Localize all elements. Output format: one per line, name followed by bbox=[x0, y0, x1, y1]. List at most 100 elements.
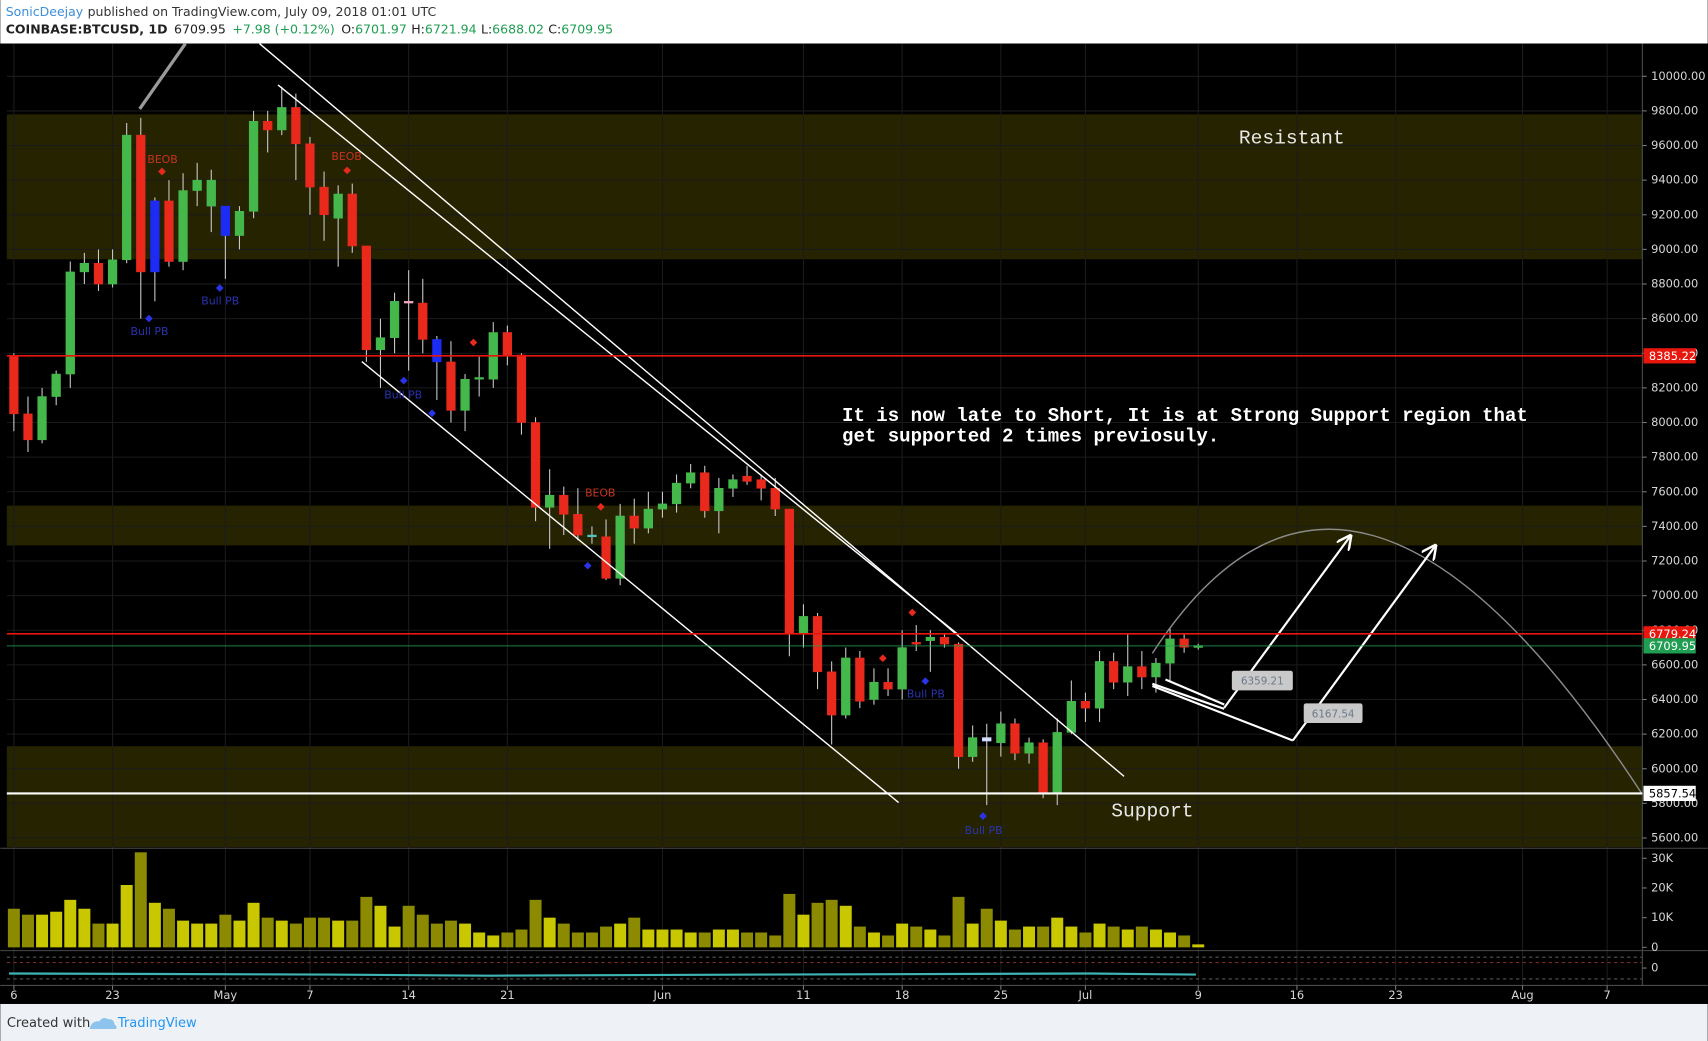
x-tick-label: 14 bbox=[401, 988, 416, 1002]
y-tick-label: 7200.00 bbox=[1651, 554, 1698, 568]
volume-bar bbox=[1079, 932, 1092, 948]
candle-body bbox=[1080, 700, 1091, 709]
callout-label: 6359.21 bbox=[1241, 676, 1284, 688]
signal-label: Bull PB bbox=[907, 688, 945, 701]
x-tick-label: May bbox=[214, 988, 238, 1002]
volume-bar bbox=[402, 905, 415, 948]
candle-body bbox=[263, 121, 273, 131]
x-tick-label: 7 bbox=[1603, 988, 1610, 1002]
volume-bar bbox=[1121, 929, 1134, 948]
x-tick-label: Jul bbox=[1078, 988, 1093, 1002]
candle-body bbox=[192, 179, 202, 191]
price-level-tag bbox=[1643, 626, 1696, 642]
candle-body bbox=[347, 193, 357, 247]
published: published on TradingView.com, July 09, 2… bbox=[88, 3, 437, 18]
signal-diamond bbox=[921, 677, 930, 685]
volume-bar bbox=[487, 935, 500, 948]
volume-bar bbox=[600, 926, 613, 948]
volume-bar bbox=[1135, 926, 1148, 948]
x-tick-label: 18 bbox=[895, 988, 910, 1002]
y-tick-label: 5600.00 bbox=[1651, 830, 1698, 844]
volume-bar bbox=[191, 923, 204, 948]
signal-diamond bbox=[908, 608, 917, 617]
candle-body bbox=[629, 515, 639, 529]
quote-label: O: bbox=[341, 21, 355, 36]
volume-bar bbox=[416, 914, 429, 948]
volume-bar bbox=[980, 908, 993, 948]
symbol: COINBASE:BTCUSD, 1D bbox=[6, 21, 168, 36]
candle-body bbox=[375, 337, 386, 351]
volume-bar bbox=[459, 923, 472, 948]
signal-diamond bbox=[399, 376, 408, 385]
volume-bar bbox=[712, 929, 725, 948]
y-tick-label: 8200.00 bbox=[1651, 380, 1698, 394]
candle-body bbox=[1179, 638, 1189, 648]
volume-bar bbox=[318, 917, 331, 948]
volume-bar bbox=[36, 914, 49, 948]
volume-tick-label: 20K bbox=[1651, 880, 1674, 894]
volume-bar bbox=[303, 917, 316, 948]
volume-bar bbox=[585, 932, 598, 948]
candle-body bbox=[643, 508, 653, 529]
back-layer bbox=[6, 43, 1643, 986]
candle-body bbox=[319, 186, 329, 216]
candle-body bbox=[305, 143, 315, 188]
note-line: get supported 2 times previosuly. bbox=[842, 426, 1219, 448]
y-tick-label: 9400.00 bbox=[1651, 173, 1698, 187]
x-tick-label: 11 bbox=[796, 988, 811, 1002]
header-bg bbox=[0, 0, 1708, 44]
volume-bar bbox=[628, 917, 641, 948]
candle-body bbox=[869, 681, 879, 700]
candle-body bbox=[277, 107, 287, 131]
author-link[interactable]: SonicDeejay bbox=[6, 3, 84, 18]
volume-bar bbox=[670, 929, 683, 948]
volume-bar bbox=[924, 929, 937, 948]
y-tick-label: 9800.00 bbox=[1651, 103, 1698, 117]
candle-body bbox=[248, 121, 259, 212]
callout-box bbox=[1231, 670, 1293, 691]
volume-bar bbox=[769, 935, 782, 948]
candle-body bbox=[516, 354, 527, 423]
y-tick-label: 8800.00 bbox=[1651, 277, 1698, 291]
volume-bar bbox=[656, 929, 669, 948]
trend-line bbox=[277, 84, 959, 636]
volume-bar bbox=[1051, 917, 1064, 948]
candle-body bbox=[953, 643, 964, 757]
y-tick-label: 10000.00 bbox=[1651, 69, 1705, 83]
footer-bg bbox=[0, 1003, 1708, 1041]
footer-brand[interactable]: TradingView bbox=[117, 1016, 197, 1031]
candle-body bbox=[996, 723, 1006, 744]
volume-bar bbox=[896, 923, 909, 948]
price-level-tag bbox=[1643, 638, 1696, 654]
signal-diamond bbox=[469, 338, 478, 347]
volume-bar bbox=[783, 893, 796, 948]
candle-body bbox=[65, 271, 75, 375]
candle-body bbox=[770, 488, 780, 510]
volume-bar bbox=[205, 923, 218, 948]
y-tick-label: 9200.00 bbox=[1651, 207, 1698, 221]
volume-bar bbox=[360, 896, 373, 948]
signal-label: Bull PB bbox=[384, 388, 422, 401]
y-tick-label: 9600.00 bbox=[1651, 138, 1698, 152]
quote-label: L: bbox=[481, 21, 492, 36]
volume-bar bbox=[233, 920, 246, 948]
candle-body bbox=[925, 636, 935, 641]
signal-label: BEOB bbox=[147, 153, 177, 166]
candle-body bbox=[939, 636, 950, 645]
candle-body bbox=[446, 361, 456, 411]
candle-body bbox=[164, 200, 174, 262]
volume-bar bbox=[444, 920, 457, 948]
volume-bar bbox=[162, 908, 175, 948]
brand-logo bbox=[89, 1017, 117, 1030]
path-line bbox=[1152, 682, 1225, 710]
y-tick-label: 7400.00 bbox=[1651, 519, 1698, 533]
volume-bar bbox=[1065, 926, 1078, 948]
signal-diamond bbox=[158, 167, 166, 176]
candle-body bbox=[714, 488, 724, 512]
chart-bg bbox=[0, 43, 1708, 1004]
price-level-label: 6709.95 bbox=[1649, 639, 1696, 653]
volume-bar bbox=[289, 923, 302, 948]
candle-body bbox=[1010, 723, 1020, 754]
volume-bar bbox=[1023, 926, 1036, 948]
